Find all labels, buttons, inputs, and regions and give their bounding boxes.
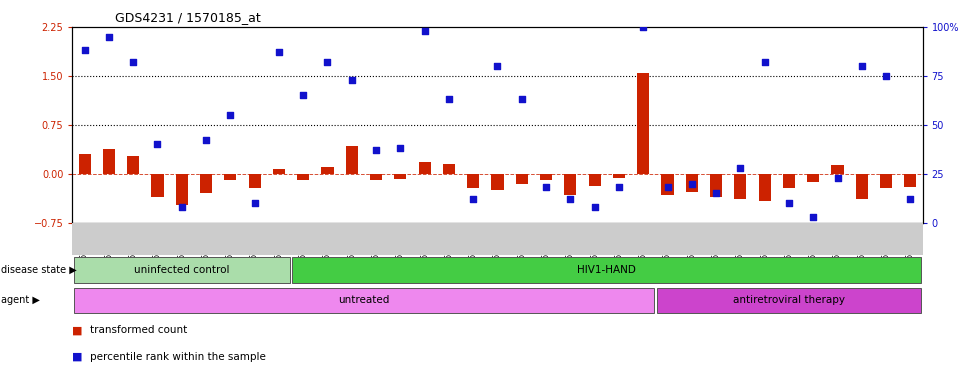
Point: [830, 175, 845, 181]
Point: [490, 63, 505, 69]
Bar: [710, 174, 723, 197]
Point: [854, 63, 869, 69]
Point: [126, 59, 141, 65]
Point: [101, 34, 117, 40]
Bar: [272, 169, 285, 174]
Point: [174, 204, 189, 210]
Point: [368, 147, 384, 153]
Bar: [758, 174, 771, 201]
Bar: [394, 174, 407, 179]
FancyBboxPatch shape: [73, 257, 290, 283]
Point: [902, 196, 918, 202]
Bar: [540, 174, 553, 180]
Point: [247, 200, 263, 206]
Bar: [298, 174, 309, 180]
Bar: [516, 174, 527, 184]
Bar: [856, 174, 867, 199]
Bar: [492, 174, 503, 190]
Bar: [782, 174, 795, 188]
Bar: [370, 174, 383, 180]
Point: [636, 24, 651, 30]
Text: transformed count: transformed count: [90, 325, 187, 335]
Text: untreated: untreated: [338, 295, 389, 306]
Point: [708, 190, 724, 197]
Point: [417, 28, 433, 34]
Bar: [418, 162, 431, 174]
Point: [198, 137, 213, 144]
Point: [222, 112, 238, 118]
Text: ■: ■: [72, 352, 83, 362]
Text: agent ▶: agent ▶: [1, 295, 40, 306]
Bar: [224, 174, 237, 180]
Bar: [638, 73, 649, 174]
Bar: [686, 174, 697, 192]
Bar: [662, 174, 673, 195]
Bar: [346, 146, 357, 174]
Point: [466, 196, 481, 202]
Text: HIV1-HAND: HIV1-HAND: [578, 265, 637, 275]
Text: GDS4231 / 1570185_at: GDS4231 / 1570185_at: [115, 11, 261, 24]
Bar: [78, 154, 91, 174]
Text: percentile rank within the sample: percentile rank within the sample: [90, 352, 266, 362]
Point: [806, 214, 821, 220]
Point: [344, 77, 359, 83]
Point: [271, 49, 287, 55]
Bar: [880, 174, 893, 188]
Point: [611, 184, 627, 190]
Bar: [564, 174, 577, 195]
Bar: [200, 174, 213, 194]
Point: [562, 196, 578, 202]
Bar: [612, 174, 625, 178]
Point: [757, 59, 773, 65]
Bar: [152, 174, 163, 197]
Text: ■: ■: [72, 325, 83, 335]
Bar: [128, 156, 139, 174]
FancyBboxPatch shape: [293, 257, 922, 283]
Point: [514, 96, 529, 103]
Text: uninfected control: uninfected control: [134, 265, 230, 275]
Bar: [588, 174, 601, 185]
Point: [732, 165, 748, 171]
Bar: [468, 174, 479, 188]
Point: [392, 145, 408, 151]
Point: [587, 204, 603, 210]
Point: [441, 96, 457, 103]
Point: [538, 184, 554, 190]
Point: [77, 47, 93, 53]
Point: [320, 59, 335, 65]
Point: [781, 200, 797, 206]
Bar: [904, 174, 917, 187]
Bar: [808, 174, 819, 182]
Bar: [102, 149, 115, 174]
Point: [684, 180, 699, 187]
Point: [150, 141, 165, 147]
Bar: [322, 167, 333, 174]
Bar: [248, 174, 261, 188]
Text: antiretroviral therapy: antiretroviral therapy: [733, 295, 845, 306]
FancyBboxPatch shape: [73, 288, 654, 313]
Bar: [442, 164, 455, 174]
Text: disease state ▶: disease state ▶: [1, 265, 76, 275]
Point: [878, 73, 894, 79]
Bar: [832, 165, 843, 174]
Bar: [734, 174, 747, 199]
FancyBboxPatch shape: [657, 288, 922, 313]
Point: [296, 92, 311, 98]
Bar: [176, 174, 187, 205]
Point: [660, 184, 675, 190]
